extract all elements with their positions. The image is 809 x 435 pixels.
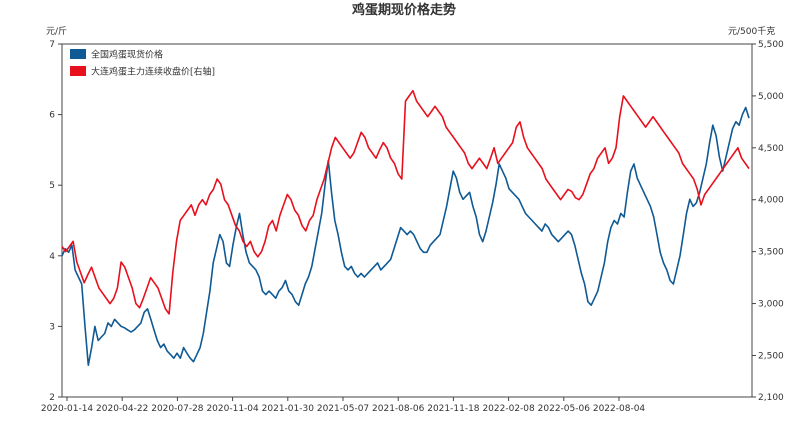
- series-layer: [61, 89, 750, 367]
- y-left-unit-label: 元/斤: [46, 26, 67, 37]
- y-left-tick-label: 2: [49, 393, 55, 403]
- futures-close-line: [61, 89, 750, 315]
- legend-swatch: [70, 66, 86, 76]
- x-tick-label: 2020-07-28: [151, 404, 204, 414]
- y-left-tick-label: 5: [49, 181, 55, 191]
- y-right-tick-label: 3,500: [758, 248, 784, 258]
- legend-swatch: [70, 49, 86, 59]
- x-tick-label: 2022-02-08: [482, 404, 535, 414]
- x-tick-label: 2021-08-06: [372, 404, 425, 414]
- legend-label: 全国鸡蛋现货价格: [91, 49, 163, 61]
- y-left-tick-label: 7: [49, 40, 55, 50]
- x-tick-label: 2021-01-30: [262, 404, 315, 414]
- legend-label: 大连鸡蛋主力连续收盘价[右轴]: [91, 66, 215, 78]
- y-left-tick-label: 6: [49, 111, 55, 121]
- spot-price-line: [61, 106, 750, 367]
- y-left-tick-label: 4: [49, 252, 55, 262]
- axes-layer: 7 6 5 4 3 2 5,500 5,000 4,500 4,000 3,500 3,000 2,50…: [41, 40, 784, 414]
- y-left-tick-label: 3: [49, 322, 55, 332]
- plot-frame: [61, 43, 753, 398]
- y-right-tick-label: 2,100: [758, 393, 784, 403]
- y-right-tick-label: 4,000: [758, 196, 784, 206]
- x-tick-label: 2022-08-04: [593, 404, 646, 414]
- y-right-tick-label: 4,500: [758, 144, 784, 154]
- x-tick-label: 2020-04-22: [96, 404, 148, 414]
- chart-title: 鸡蛋期现价格走势: [351, 2, 456, 18]
- y-right-unit-label: 元/500千克: [728, 26, 775, 37]
- x-tick-label: 2020-01-14: [41, 404, 94, 414]
- y-right-tick-label: 3,000: [758, 300, 784, 310]
- x-tick-label: 2020-11-04: [206, 404, 259, 414]
- x-tick-label: 2021-11-18: [427, 404, 480, 414]
- y-right-tick-label: 5,500: [758, 40, 784, 50]
- x-tick-label: 2022-05-06: [538, 404, 591, 414]
- x-tick-label: 2021-05-07: [317, 404, 369, 414]
- y-right-tick-label: 5,000: [758, 92, 784, 102]
- y-right-tick-label: 2,500: [758, 351, 784, 361]
